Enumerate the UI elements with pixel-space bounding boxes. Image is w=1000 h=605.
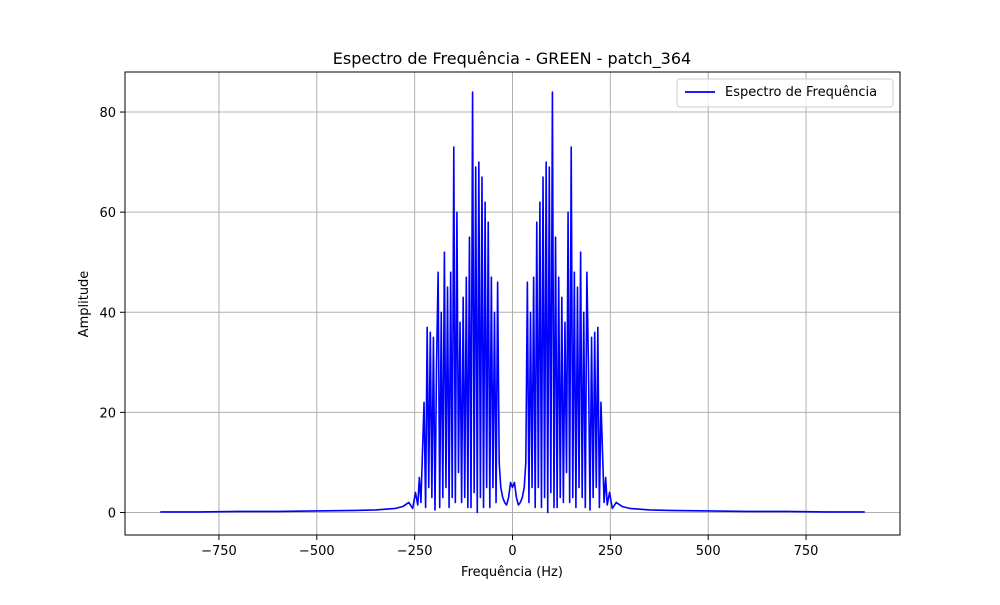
series-layer <box>160 91 865 514</box>
y-axis-label: Amplitude <box>77 271 92 338</box>
series-line <box>160 91 865 514</box>
y-tick-label: 20 <box>99 406 116 421</box>
x-tick-label: −750 <box>201 544 237 559</box>
y-tick-label: 40 <box>99 306 116 321</box>
x-tick-label: 750 <box>794 544 819 559</box>
x-tick-label: 250 <box>598 544 623 559</box>
x-axis-label: Frequência (Hz) <box>461 565 563 580</box>
x-tick-label: −500 <box>299 544 335 559</box>
grid-lines <box>125 72 900 535</box>
x-tick-label: 0 <box>508 544 516 559</box>
chart-title: Espectro de Frequência - GREEN - patch_3… <box>333 49 691 69</box>
legend-label: Espectro de Frequência <box>725 85 877 100</box>
tick-layer: −750 −500 −250 0 250 500 750 0 20 40 60 80 <box>99 106 818 559</box>
legend: Espectro de Frequência <box>676 78 894 108</box>
y-tick-label: 60 <box>99 206 116 221</box>
legend-box <box>676 78 894 108</box>
x-tick-label: 500 <box>696 544 721 559</box>
x-tick-label: −250 <box>397 544 433 559</box>
y-tick-label: 80 <box>99 106 116 121</box>
y-tick-label: 0 <box>108 506 116 521</box>
